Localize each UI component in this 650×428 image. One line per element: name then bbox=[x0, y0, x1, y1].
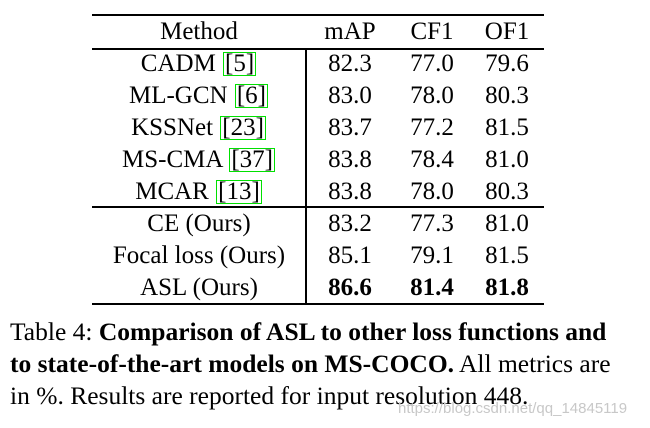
cell-map: 83.8 bbox=[328, 178, 372, 205]
cell-of1: 80.3 bbox=[485, 178, 529, 205]
header-method: Method bbox=[160, 18, 238, 45]
top-rule bbox=[92, 14, 544, 16]
cell-of1: 81.8 bbox=[485, 274, 529, 301]
cell-of1: 81.5 bbox=[485, 242, 529, 269]
table-row-method: ML-GCN [6] bbox=[128, 82, 268, 109]
caption-label: Table 4: bbox=[10, 317, 93, 346]
citation-link[interactable]: [37] bbox=[229, 146, 275, 173]
cell-map: 85.1 bbox=[328, 242, 372, 269]
cell-cf1: 77.3 bbox=[410, 210, 454, 237]
bottom-rule bbox=[92, 303, 544, 305]
column-divider bbox=[305, 48, 307, 304]
caption-title-line2: to state-of-the-art models on MS-COCO. bbox=[10, 349, 455, 378]
cell-cf1: 78.0 bbox=[410, 82, 454, 109]
watermark: https://blog.csdn.net/qq_14845119 bbox=[398, 400, 628, 417]
table-row-method: Focal loss (Ours) bbox=[112, 242, 286, 269]
cell-cf1: 78.4 bbox=[410, 146, 454, 173]
cell-map: 82.3 bbox=[328, 50, 372, 77]
cell-of1: 81.0 bbox=[485, 146, 529, 173]
header-rule bbox=[92, 48, 544, 50]
table-caption: Table 4: Comparison of ASL to other loss… bbox=[10, 316, 642, 412]
caption-text-line3: in %. Results are reported for input res… bbox=[10, 381, 529, 410]
caption-title-line1: Comparison of ASL to other loss function… bbox=[98, 317, 607, 346]
table-row-method: KSSNet [23] bbox=[131, 114, 266, 141]
citation-link[interactable]: [5] bbox=[223, 50, 257, 77]
cell-of1: 81.5 bbox=[485, 114, 529, 141]
cell-map: 83.0 bbox=[328, 82, 372, 109]
citation-link[interactable]: [23] bbox=[220, 114, 266, 141]
cell-of1: 79.6 bbox=[485, 50, 529, 77]
cell-map: 83.2 bbox=[328, 210, 372, 237]
table-row-method: MS-CMA [37] bbox=[122, 146, 275, 173]
citation-link[interactable]: [6] bbox=[234, 82, 268, 109]
table-row-method: CE (Ours) bbox=[147, 210, 251, 237]
cell-cf1: 79.1 bbox=[410, 242, 454, 269]
group-rule bbox=[92, 206, 544, 208]
cell-cf1: 78.0 bbox=[410, 178, 454, 205]
cell-map: 83.7 bbox=[328, 114, 372, 141]
cell-cf1: 77.0 bbox=[410, 50, 454, 77]
cell-map: 83.8 bbox=[328, 146, 372, 173]
cell-cf1: 81.4 bbox=[410, 274, 454, 301]
header-of1: OF1 bbox=[484, 18, 530, 45]
caption-text-line2: All metrics are bbox=[459, 349, 611, 378]
table-row-method: ASL (Ours) bbox=[140, 274, 258, 301]
cell-cf1: 77.2 bbox=[410, 114, 454, 141]
header-map: mAP bbox=[324, 18, 376, 45]
citation-link[interactable]: [13] bbox=[216, 178, 262, 205]
header-cf1: CF1 bbox=[410, 18, 454, 45]
cell-of1: 81.0 bbox=[485, 210, 529, 237]
table-row-method: MCAR [13] bbox=[135, 178, 262, 205]
cell-map: 86.6 bbox=[328, 274, 372, 301]
cell-of1: 80.3 bbox=[485, 82, 529, 109]
table-row-method: CADM [5] bbox=[140, 50, 257, 77]
